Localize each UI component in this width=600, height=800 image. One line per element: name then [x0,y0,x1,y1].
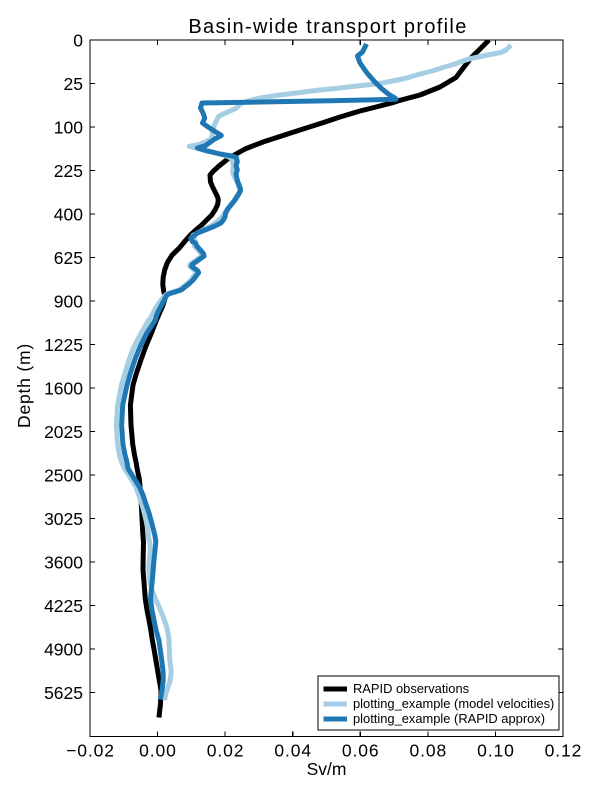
svg-text:1225: 1225 [44,335,83,355]
svg-text:0.06: 0.06 [342,741,380,761]
svg-text:0.12: 0.12 [545,741,583,761]
svg-text:3025: 3025 [44,509,83,529]
svg-text:0.04: 0.04 [274,741,312,761]
svg-text:625: 625 [54,248,83,268]
svg-text:225: 225 [54,161,83,181]
svg-text:100: 100 [54,117,83,137]
svg-text:5625: 5625 [44,683,83,703]
svg-text:4900: 4900 [44,639,83,659]
svg-text:0.08: 0.08 [409,741,447,761]
svg-text:Basin-wide transport profile: Basin-wide transport profile [188,16,467,38]
svg-text:0.10: 0.10 [477,741,515,761]
svg-text:Sv/m: Sv/m [307,759,347,779]
svg-text:25: 25 [64,74,83,94]
svg-text:plotting_example (model veloci: plotting_example (model velocities) [353,696,554,711]
svg-text:0.02: 0.02 [207,741,245,761]
svg-text:−0.02: −0.02 [66,741,115,761]
svg-text:2025: 2025 [44,422,83,442]
svg-text:900: 900 [54,291,83,311]
svg-text:plotting_example (RAPID approx: plotting_example (RAPID approx) [353,711,545,726]
svg-text:2500: 2500 [44,465,83,485]
svg-text:4225: 4225 [44,596,83,616]
svg-text:Depth (m): Depth (m) [14,343,34,428]
svg-text:0: 0 [73,30,83,50]
svg-text:3600: 3600 [44,552,83,572]
svg-text:400: 400 [54,204,83,224]
svg-text:1600: 1600 [44,378,83,398]
svg-text:RAPID observations: RAPID observations [353,681,469,696]
svg-text:0.00: 0.00 [139,741,177,761]
